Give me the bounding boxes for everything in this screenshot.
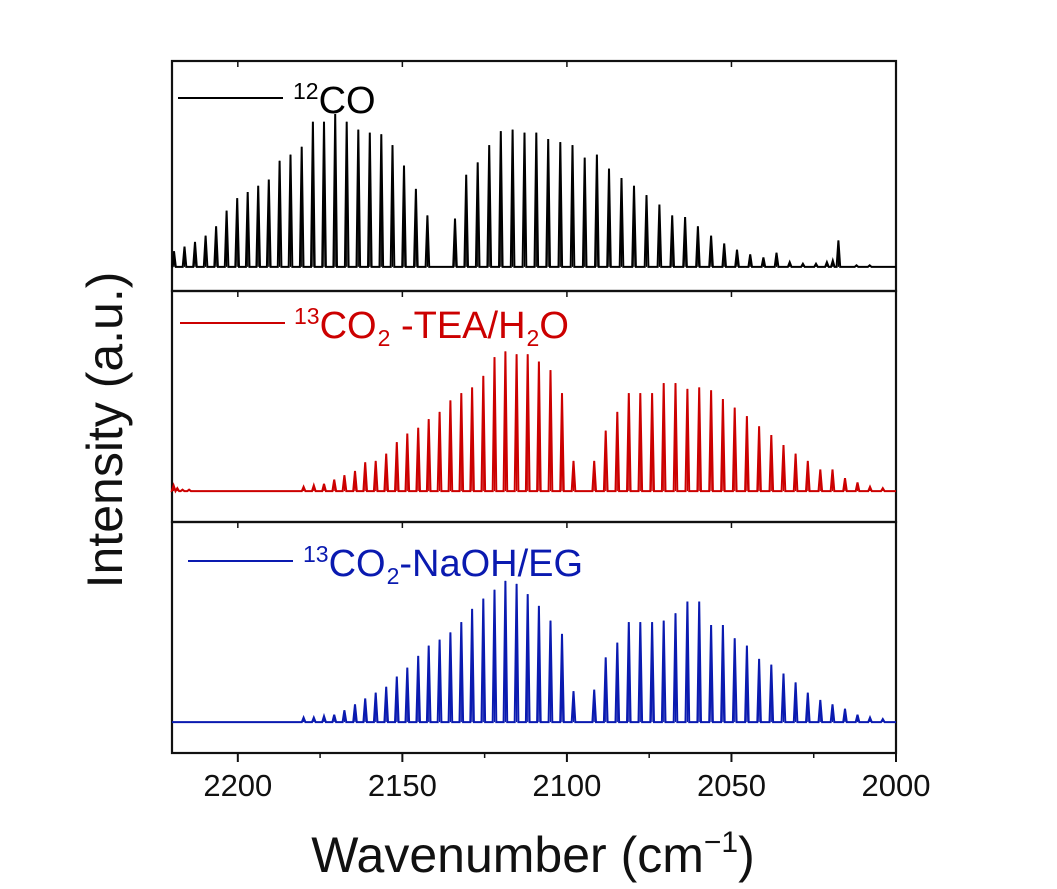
spectrum-panel-3: 13CO2-NaOH/EG [170,520,898,755]
legend-label-part: -TEA/H [390,305,525,347]
legend-label-part: -NaOH/EG [399,543,583,585]
x-axis-title: Wavenumber (cm−1) [311,826,755,883]
series-line [171,113,896,268]
legend-label-part: 2 [378,325,391,351]
legend-label-part: CO [320,305,377,347]
legend-label-part: 13 [294,303,320,329]
series-line [172,580,896,724]
spectrum-panel-2: 13CO2 -TEA/H2O [170,289,898,524]
x-tick-label: 2000 [862,768,931,803]
x-tick-label: 2050 [697,768,766,803]
x-axis-title-sup: −1 [704,826,738,859]
x-axis: 2200 2150 2100 2050 2000 [203,753,930,803]
x-tick-label: 2200 [203,768,272,803]
legend-label: 12CO [293,78,376,122]
x-axis-title-main: Wavenumber (cm [311,827,704,883]
legend-label-part: O [539,305,569,347]
legend-label-part: CO [319,80,376,122]
legend-label-part: 2 [527,325,540,351]
spectrum-panel-1: 12CO [170,59,898,293]
x-tick-label: 2150 [368,768,437,803]
legend-label: 13CO2-NaOH/EG [303,541,583,589]
x-tick-label: 2100 [532,768,601,803]
legend-label-part: 12 [293,78,319,104]
x-axis-title-close: ) [738,827,755,883]
y-axis-title: Intensity (a.u.) [77,272,133,589]
series-line [170,351,896,494]
legend-label-part: 13 [303,541,329,567]
legend-label-part: CO [329,543,386,585]
panel-frame [170,520,898,755]
legend-label: 13CO2 -TEA/H2O [294,303,569,351]
legend-label-part: 2 [387,563,400,589]
